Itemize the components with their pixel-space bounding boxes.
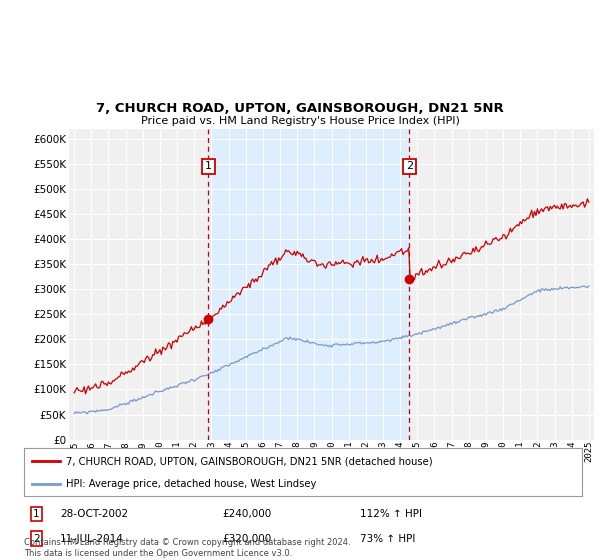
Text: 28-OCT-2002: 28-OCT-2002 <box>60 509 128 519</box>
Text: £320,000: £320,000 <box>222 534 271 544</box>
Bar <box>208 129 409 440</box>
Text: 73% ↑ HPI: 73% ↑ HPI <box>360 534 415 544</box>
Text: 11-JUL-2014: 11-JUL-2014 <box>60 534 124 544</box>
Text: 1: 1 <box>205 161 212 171</box>
Text: HPI: Average price, detached house, West Lindsey: HPI: Average price, detached house, West… <box>66 479 316 489</box>
Text: 7, CHURCH ROAD, UPTON, GAINSBOROUGH, DN21 5NR: 7, CHURCH ROAD, UPTON, GAINSBOROUGH, DN2… <box>96 102 504 115</box>
Text: 1: 1 <box>33 509 40 519</box>
Text: Contains HM Land Registry data © Crown copyright and database right 2024.
This d: Contains HM Land Registry data © Crown c… <box>24 538 350 558</box>
Text: 112% ↑ HPI: 112% ↑ HPI <box>360 509 422 519</box>
Text: 2: 2 <box>33 534 40 544</box>
Text: £240,000: £240,000 <box>222 509 271 519</box>
Text: 7, CHURCH ROAD, UPTON, GAINSBOROUGH, DN21 5NR (detached house): 7, CHURCH ROAD, UPTON, GAINSBOROUGH, DN2… <box>66 456 433 466</box>
Text: Price paid vs. HM Land Registry's House Price Index (HPI): Price paid vs. HM Land Registry's House … <box>140 116 460 126</box>
Text: 2: 2 <box>406 161 413 171</box>
